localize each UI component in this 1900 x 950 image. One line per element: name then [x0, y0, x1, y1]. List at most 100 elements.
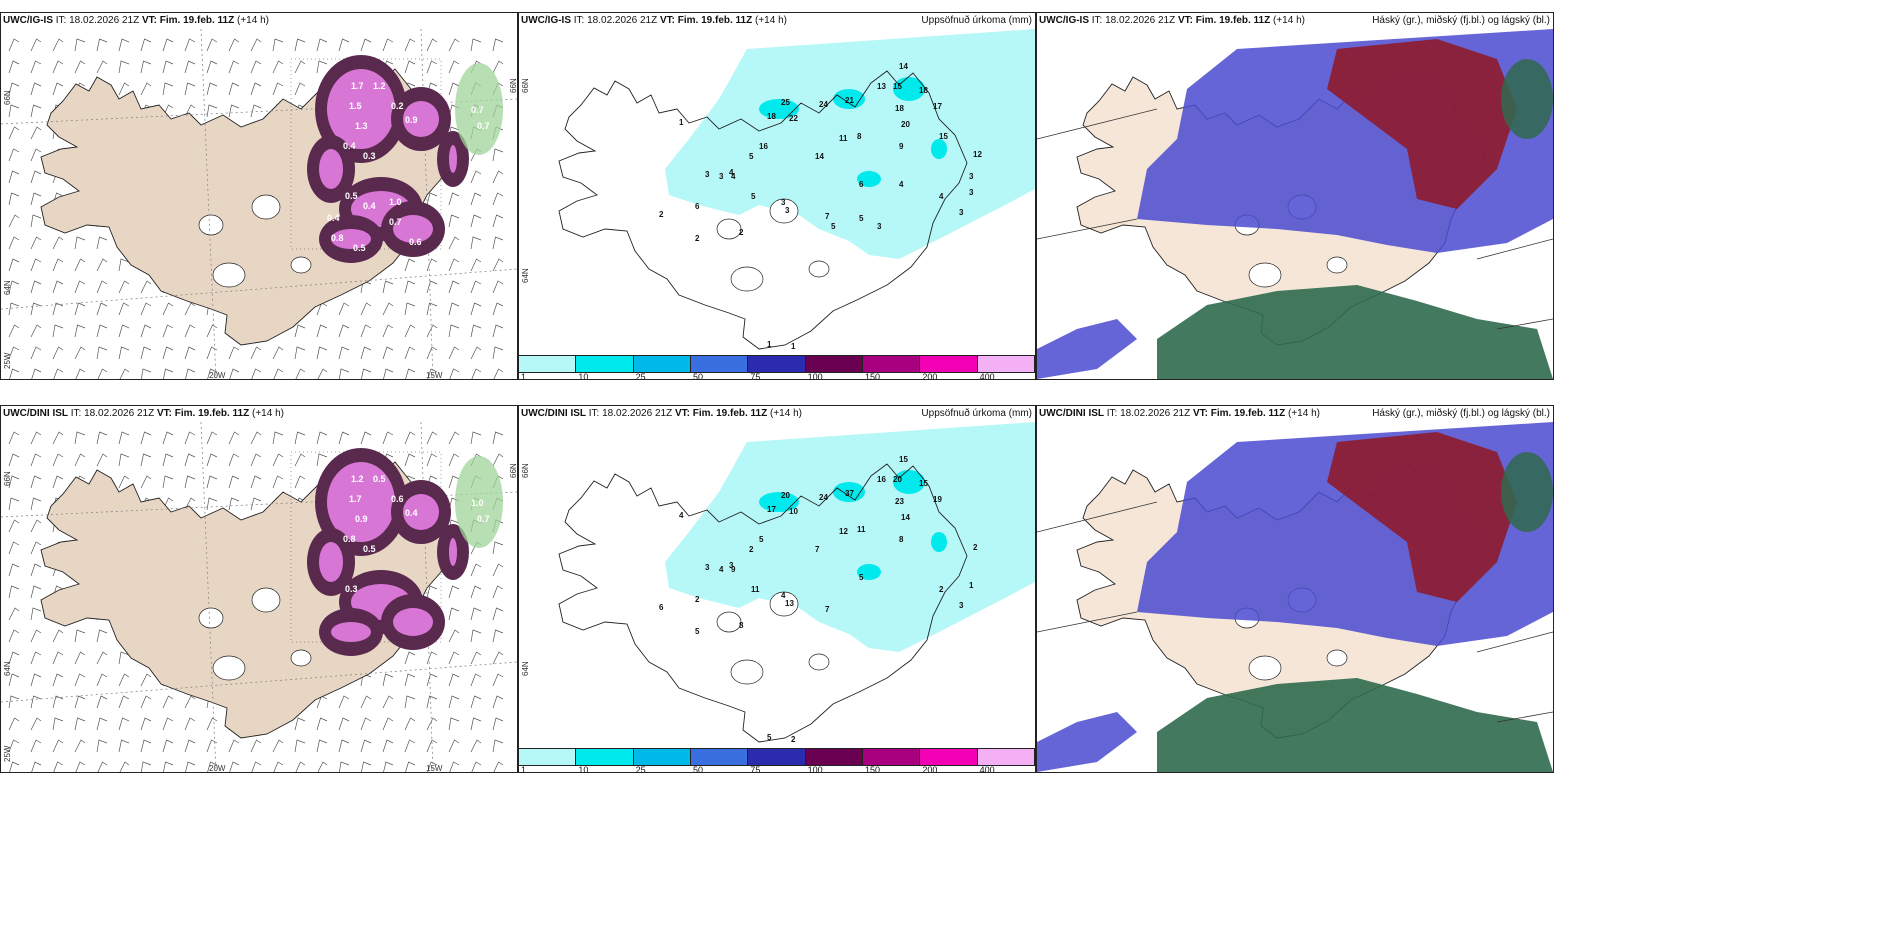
wind-barb [8, 695, 20, 709]
snow-value-label: 0.5 [345, 191, 358, 201]
wind-barb [30, 519, 42, 533]
cloud-areas [1037, 29, 1553, 379]
wind-barb [52, 453, 64, 467]
precip-value-label: 4 [679, 511, 684, 520]
precip-value-label: 5 [767, 733, 772, 742]
wind-barb [162, 60, 174, 74]
wind-barb [74, 673, 86, 687]
wind-barb [294, 38, 306, 52]
wind-barb [448, 629, 460, 643]
wind-barb [448, 695, 460, 709]
wind-barb [96, 629, 108, 643]
wind-barb [360, 38, 372, 52]
snow-area-core [327, 69, 395, 149]
precip-value-label: 7 [825, 212, 830, 221]
snow-areas [290, 55, 503, 263]
wind-barb [74, 651, 86, 665]
wind-barb [492, 258, 504, 272]
precip-value-label: 20 [893, 475, 902, 484]
wind-barb [30, 695, 42, 709]
wind-barb [184, 717, 196, 731]
snow-area-core [403, 494, 439, 530]
precip-value-label: 4 [899, 180, 904, 189]
precip-value-label: 17 [767, 505, 776, 514]
precip-value-label: 9 [731, 565, 736, 574]
wind-barb [404, 280, 416, 294]
wind-barb [426, 431, 438, 445]
wind-barb [140, 695, 152, 709]
legend-swatch [977, 749, 1035, 765]
precip-value-label: 16 [877, 475, 886, 484]
wind-barb [8, 607, 20, 621]
wind-barb [426, 651, 438, 665]
snow-value-label: 0.4 [343, 141, 356, 151]
lat-label-mid: 64N [3, 280, 12, 295]
wind-barb [96, 695, 108, 709]
wind-barb [316, 346, 328, 360]
wind-barb [206, 717, 218, 731]
wind-barb [8, 82, 20, 96]
wind-barb [206, 497, 218, 511]
wind-barb [338, 368, 350, 379]
wind-barb [96, 431, 108, 445]
wind-barb [9, 368, 20, 379]
snow-area-core [331, 229, 371, 249]
glacier [1248, 655, 1282, 681]
wind-barb [404, 717, 416, 731]
wind-barb [426, 673, 438, 687]
wind-barb [448, 346, 460, 360]
wind-barb [184, 431, 196, 445]
snow-value-label: 1.2 [351, 474, 364, 484]
precip-value-label: 3 [705, 170, 710, 179]
wind-barb [118, 324, 130, 338]
precip-value-label: 18 [767, 112, 776, 121]
wind-barb [96, 60, 108, 74]
precip-area-mid [759, 99, 799, 119]
wind-barb [272, 739, 284, 753]
snow-value-label: 0.7 [477, 121, 490, 131]
wind-barb [492, 541, 504, 555]
wind-barb [30, 38, 42, 52]
lat-label-right: 66N [521, 463, 530, 478]
glacier [1248, 262, 1282, 288]
wind-barb [162, 324, 174, 338]
wind-barb [229, 761, 240, 772]
wind-barb [493, 761, 504, 772]
wind-barb [140, 324, 152, 338]
wind-barb [470, 431, 482, 445]
wind-barb [96, 38, 108, 52]
precip-value-label: 2 [973, 543, 978, 552]
wind-barb [294, 60, 306, 74]
wind-barb [228, 431, 240, 445]
precip-value-label: 24 [819, 493, 828, 502]
wind-barb [250, 475, 262, 489]
wind-barb [74, 346, 86, 360]
wind-barb [30, 346, 42, 360]
panel-title: UWC/IG-IS IT: 18.02.2026 21Z VT: Fim. 19… [521, 15, 787, 26]
lon-label-left: 25W [3, 352, 12, 369]
wind-barb [118, 280, 130, 294]
precip-value-label: 6 [659, 603, 664, 612]
precip-value-label: 3 [729, 561, 734, 570]
legend-label: 25 [635, 765, 646, 773]
wind-barb [228, 497, 240, 511]
wind-barb [361, 368, 372, 379]
precip-value-label: 12 [973, 150, 982, 159]
precip-value-label: 4 [939, 192, 944, 201]
wind-barb [74, 236, 86, 250]
wind-barb [52, 673, 64, 687]
precip-value-label: 5 [759, 535, 764, 544]
legend-swatch [633, 749, 691, 765]
wind-barb [8, 126, 20, 140]
wind-barb [74, 717, 86, 731]
legend-swatch [519, 749, 577, 765]
wind-barb [118, 258, 130, 272]
wind-barb [250, 431, 262, 445]
snow-areas [290, 448, 503, 656]
wind-barb [184, 38, 196, 52]
wind-barb [448, 258, 460, 272]
lat-label-top: 66N [3, 471, 12, 486]
wind-barb [470, 739, 482, 753]
wind-barb [448, 38, 460, 52]
wind-barb [52, 475, 64, 489]
